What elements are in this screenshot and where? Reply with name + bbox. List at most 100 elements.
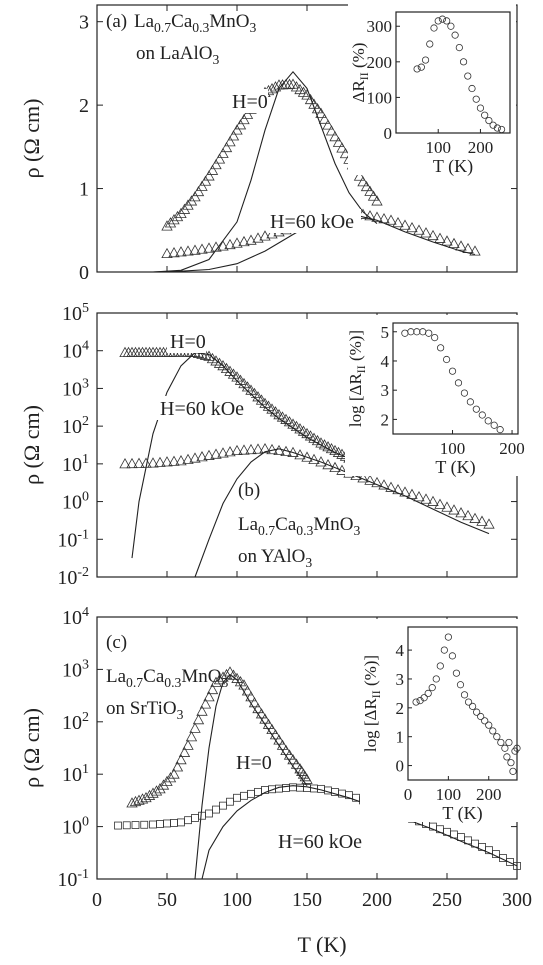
label-bg <box>229 89 268 113</box>
data-point <box>448 504 460 515</box>
field-label: H=60 kOe <box>160 398 244 420</box>
y-tick-label: 104 <box>62 339 89 363</box>
y-axis-label: ρ (Ω cm) <box>19 405 44 485</box>
inset-x-label: T (K) <box>442 803 482 824</box>
inset-frame <box>395 11 511 134</box>
data-point <box>238 377 250 389</box>
data-point <box>231 444 243 456</box>
y-tick-label: 10-2 <box>57 565 89 589</box>
data-point <box>427 229 439 241</box>
data-point <box>126 346 138 358</box>
data-point <box>122 346 135 358</box>
inset-data-point <box>454 379 463 387</box>
data-point <box>226 797 234 806</box>
data-point <box>318 113 331 124</box>
data-point <box>245 443 257 455</box>
inset-data-point <box>451 31 459 39</box>
inset-data-point <box>513 744 521 752</box>
inset-frame <box>407 626 518 781</box>
data-point <box>231 672 243 683</box>
data-point <box>171 761 184 772</box>
data-point <box>364 185 376 196</box>
field-label: H=60 kOe <box>270 211 354 233</box>
data-point <box>136 346 149 358</box>
inset-data-point <box>456 681 465 689</box>
inset-y-tick-label: 1 <box>396 728 405 747</box>
data-point <box>168 214 180 225</box>
data-point <box>434 498 446 509</box>
inset-data-point <box>501 744 509 752</box>
data-point <box>238 679 250 690</box>
x-tick-label: 200 <box>362 889 392 911</box>
data-point <box>234 676 247 687</box>
inset-data-point <box>489 727 497 735</box>
inset-data-point <box>424 689 432 697</box>
data-point <box>364 474 376 485</box>
data-point <box>154 456 166 467</box>
y-axis-label: ρ (Ω cm) <box>19 708 44 788</box>
data-point <box>427 495 439 506</box>
data-point <box>219 801 227 810</box>
data-point <box>234 374 247 385</box>
data-point <box>245 384 257 395</box>
data-point <box>198 811 206 820</box>
data-point <box>140 457 152 468</box>
data-point <box>161 456 173 467</box>
x-tick-label: 300 <box>502 889 532 911</box>
data-point <box>213 153 226 164</box>
data-point <box>171 210 184 222</box>
data-point <box>122 821 131 830</box>
data-point <box>513 862 521 870</box>
inset-data-point <box>407 328 415 336</box>
substrate-label: on LaAlO3 <box>136 43 220 67</box>
data-point <box>392 483 404 495</box>
inset-data-point <box>430 24 438 32</box>
data-point <box>441 501 453 512</box>
data-point <box>147 346 159 358</box>
data-point <box>252 443 264 454</box>
data-point <box>287 78 299 89</box>
data-point <box>182 245 194 256</box>
inset-y-label: ΔRII (%) <box>349 43 371 103</box>
data-point <box>168 768 180 779</box>
data-point <box>196 705 208 716</box>
label-bg <box>275 829 369 853</box>
inset-data-point <box>478 411 486 419</box>
data-point <box>212 805 220 814</box>
data-point <box>189 191 201 202</box>
data-point <box>114 821 122 830</box>
data-point <box>199 698 212 709</box>
inset-data-point <box>460 691 469 699</box>
data-point <box>133 457 145 468</box>
data-point <box>133 346 145 358</box>
y-tick-label: 0 <box>79 262 89 284</box>
data-point <box>254 787 262 796</box>
sample-formula: La0.7Ca0.3MnO3 <box>134 11 256 35</box>
data-point <box>168 455 180 466</box>
data-point <box>168 246 180 258</box>
inset-data-point <box>505 738 513 747</box>
data-point <box>182 739 194 750</box>
y-tick-label: 104 <box>62 605 89 629</box>
data-point <box>210 676 222 687</box>
data-point <box>238 444 250 455</box>
inset-data-point <box>421 56 430 64</box>
inset-data-point <box>472 95 480 103</box>
data-point <box>150 346 163 358</box>
data-point <box>154 346 166 358</box>
inset-data-point <box>443 17 451 25</box>
inset-y-tick-label: 300 <box>367 17 393 36</box>
data-point <box>462 509 474 521</box>
data-point <box>175 753 187 765</box>
data-point <box>163 819 171 828</box>
x-tick-label: 150 <box>292 889 322 911</box>
inset-data-point <box>497 738 505 747</box>
data-point <box>469 245 481 256</box>
data-point <box>241 381 254 392</box>
data-point <box>301 773 313 784</box>
inset-data-point <box>447 22 455 30</box>
panel-b: 10-2 10-1 100 101 102 103 104 105 ρ (Ω cm) (b) La0… <box>19 301 525 589</box>
data-point <box>189 452 201 463</box>
data-point <box>154 783 166 794</box>
data-point <box>304 93 317 105</box>
